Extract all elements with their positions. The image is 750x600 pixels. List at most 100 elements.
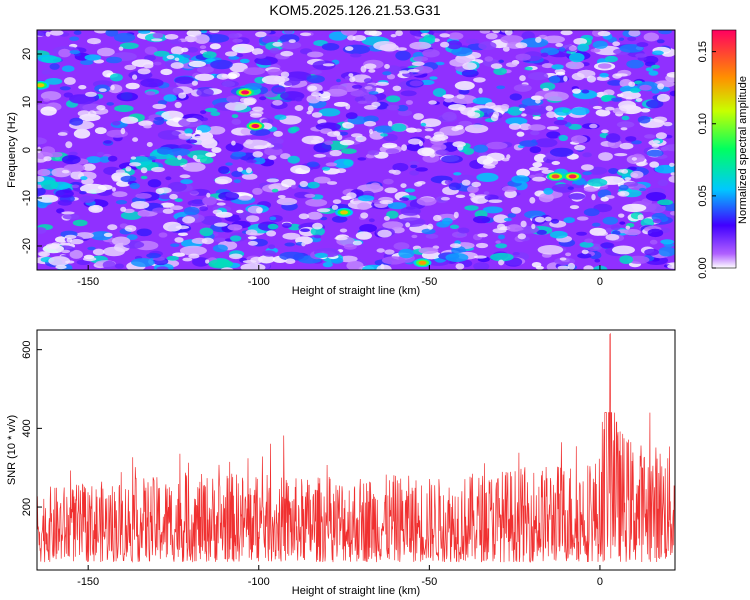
heatmap-blob <box>161 110 184 121</box>
heatmap-low-spot <box>508 123 522 130</box>
heatmap-blob <box>282 232 301 240</box>
heatmap-blob <box>41 56 62 64</box>
heatmap-blob <box>201 117 209 121</box>
heatmap-blob <box>513 84 532 92</box>
heatmap-low-spot <box>424 128 434 132</box>
heatmap-blob <box>501 186 517 192</box>
heatmap-blob <box>105 30 119 37</box>
heatmap-blob <box>37 31 49 36</box>
heatmap-blob <box>68 151 78 156</box>
heatmap-blob <box>227 224 243 231</box>
heatmap-blob <box>73 30 82 35</box>
heatmap-blob <box>192 257 210 267</box>
heatmap-blob <box>385 148 400 154</box>
heatmap-blob <box>376 128 385 133</box>
heatmap-low-spot <box>169 193 178 200</box>
heatmap-blob <box>120 116 139 124</box>
heatmap-blob <box>37 168 51 177</box>
heatmap-blob <box>137 210 150 217</box>
colorbar-tick-label: 0.15 <box>697 41 709 62</box>
heatmap-blob <box>147 156 157 161</box>
heatmap-blob <box>310 69 322 75</box>
heatmap-low-spot <box>631 157 637 161</box>
heatmap-blob <box>482 206 503 214</box>
heatmap-blob <box>618 184 629 191</box>
heatmap-blob <box>597 30 611 37</box>
heatmap-blob <box>626 59 644 69</box>
heatmap-blob <box>536 229 547 235</box>
heatmap-blob <box>592 222 601 227</box>
heatmap-blob <box>495 240 501 244</box>
heatmap-blob <box>377 229 392 238</box>
heatmap-low-spot <box>411 61 425 67</box>
heatmap-low-spot <box>229 253 243 260</box>
heatmap-blob <box>587 178 608 187</box>
heatmap-low-spot <box>336 134 343 141</box>
heatmap-blob <box>357 202 371 210</box>
heatmap-blob <box>273 87 286 93</box>
heatmap-blob <box>453 172 462 176</box>
heatmap-blob <box>622 203 647 213</box>
heatmap-blob <box>262 250 276 257</box>
heatmap-low-spot <box>268 155 277 160</box>
heatmap-blob <box>114 32 136 43</box>
heatmap-blob <box>666 72 675 78</box>
snr-frame <box>36 329 676 571</box>
heatmap-blob <box>597 63 612 69</box>
heatmap-low-spot <box>85 91 97 97</box>
heatmap-low-spot <box>398 70 410 74</box>
heatmap-low-spot <box>331 204 339 210</box>
heatmap-low-spot <box>130 156 137 160</box>
heatmap-low-spot <box>182 257 193 262</box>
heatmap-blob <box>435 149 449 156</box>
heatmap-blob <box>537 245 564 255</box>
heatmap-blob <box>37 186 46 196</box>
heatmap-low-spot <box>440 136 446 141</box>
heatmap-low-spot <box>118 46 124 51</box>
heatmap-low-spot <box>612 41 621 47</box>
heatmap-low-spot <box>112 175 121 182</box>
heatmap-blob <box>97 184 113 191</box>
heatmap-low-spot <box>424 135 431 139</box>
heatmap-low-spot <box>531 223 536 230</box>
heatmap-low-spot <box>334 236 348 241</box>
heatmap-blob <box>73 128 91 139</box>
heatmap-blob <box>656 39 665 44</box>
heatmap-blob <box>269 216 277 221</box>
heatmap-blob <box>279 41 302 50</box>
heatmap-blob <box>663 144 675 152</box>
heatmap-blob <box>280 153 291 160</box>
heatmap-low-spot <box>346 192 357 200</box>
heatmap-low-spot <box>155 188 165 195</box>
heatmap-blob <box>637 115 651 124</box>
heatmap-blob <box>106 56 122 64</box>
heatmap-low-spot <box>652 140 661 144</box>
heatmap-blob <box>167 148 191 157</box>
heatmap-blob <box>357 100 368 105</box>
heatmap-blob <box>511 175 530 184</box>
heatmap-blob <box>241 173 258 180</box>
heatmap-low-spot <box>298 213 310 220</box>
heatmap-low-spot <box>461 179 471 186</box>
heatmap-blob <box>529 146 541 154</box>
heatmap-blob <box>624 229 641 236</box>
heatmap-blob <box>529 166 541 172</box>
heatmap-blob <box>290 126 300 132</box>
heatmap-blob <box>670 211 675 216</box>
heatmap-blob <box>458 120 473 127</box>
heatmap-low-spot <box>504 30 513 36</box>
heatmap-low-spot <box>653 116 668 123</box>
heatmap-low-spot <box>38 251 51 257</box>
heatmap-low-spot <box>485 102 496 109</box>
colorbar-tick-label: 0.10 <box>697 113 709 134</box>
heatmap-blob <box>172 252 186 257</box>
heatmap-low-spot <box>237 167 243 172</box>
heatmap-blob <box>231 43 255 54</box>
heatmap-low-spot <box>322 63 335 67</box>
heatmap-blob <box>94 30 108 34</box>
heatmap-blob <box>178 144 193 150</box>
heatmap-y-tick-label: -20 <box>21 238 33 254</box>
heatmap-blob <box>102 70 114 78</box>
heatmap-low-spot <box>49 30 64 36</box>
heatmap-low-spot <box>581 164 594 171</box>
